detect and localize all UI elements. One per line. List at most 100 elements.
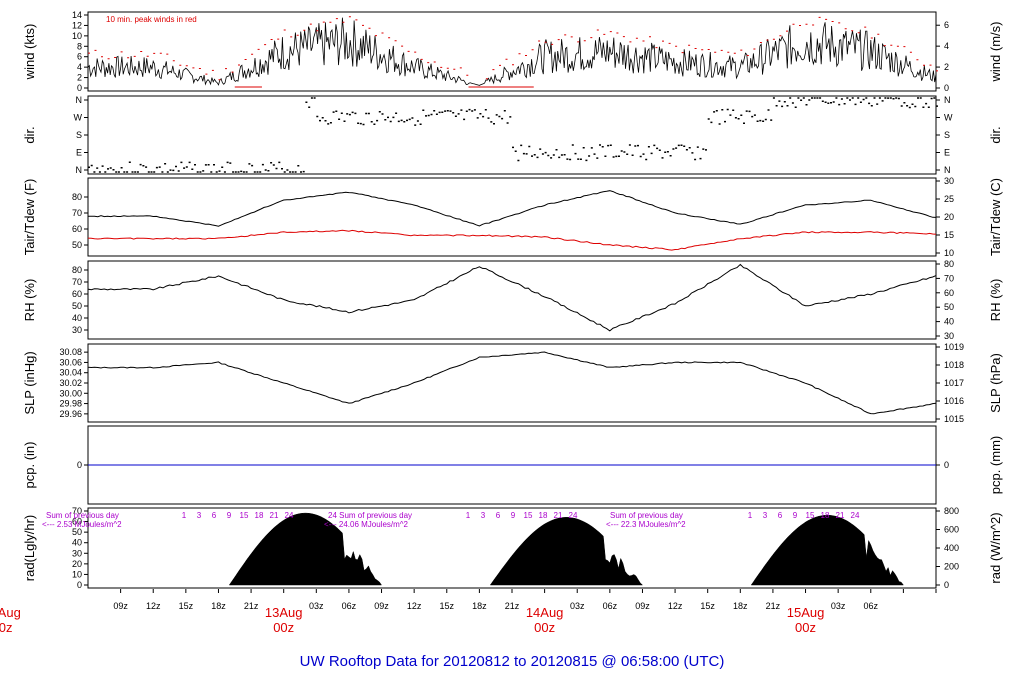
y-tick-label-left: 0 [77, 460, 82, 470]
y-axis-label-left: Tair/Tdew (F) [22, 179, 37, 256]
y-tick-label-right: 2 [944, 62, 949, 72]
y-axis-label-right: pcp. (mm) [988, 436, 1003, 495]
y-tick-label-right: W [944, 113, 953, 123]
rad-hour-label: 21 [836, 511, 845, 520]
y-axis-label-right: wind (m/s) [988, 22, 1003, 83]
y-tick-label-left: 80 [72, 192, 82, 202]
rad-hour-label: 15 [524, 511, 533, 520]
x-tick-label: 15z [179, 601, 194, 611]
y-tick-label-right: 600 [944, 525, 959, 535]
rad-hour-label: 3 [763, 511, 768, 520]
panel-temp: Tair/Tdew (F) Tair/Tdew (C) 50 60 70 80 10 15 20… [22, 176, 1003, 258]
dir-points [88, 97, 938, 173]
y-tick-label-right: 1016 [944, 396, 964, 406]
y-tick-label-left: S [76, 130, 82, 140]
x-date-label: 13Aug [265, 605, 303, 620]
rad-hour-label: 18 [539, 511, 548, 520]
y-tick-label-left: N [76, 165, 83, 175]
x-tick-label: 21z [244, 601, 259, 611]
y-tick-label-left: 60 [72, 517, 82, 527]
x-tick-label: 21z [505, 601, 520, 611]
panel-frame [87, 177, 937, 257]
y-tick-label-right: 40 [944, 317, 954, 327]
y-axis-label-right: rad (W/m^2) [988, 512, 1003, 583]
y-axis-label-right: dir. [988, 126, 1003, 143]
y-axis-label-left: RH (%) [22, 279, 37, 322]
y-axis-label-left: dir. [22, 126, 37, 143]
rad-note-value: <--- 24.06 MJoules/m^2 [324, 520, 409, 529]
x-tick-label: 15z [700, 601, 715, 611]
x-tick-label: 18z [733, 601, 748, 611]
rad-hour-label: 9 [511, 511, 516, 520]
y-tick-label-left: 70 [72, 506, 82, 516]
x-date-label: 14Aug [526, 605, 564, 620]
rad-hour-label: 18 [821, 511, 830, 520]
y-tick-label-left: 8 [77, 41, 82, 51]
y-tick-label-right: N [944, 95, 951, 105]
x-tick-label: 09z [635, 601, 650, 611]
y-tick-label-right: 25 [944, 194, 954, 204]
rad-area-day [750, 514, 904, 586]
rad-hour-label: 6 [496, 511, 501, 520]
y-tick-label-left: 2 [77, 73, 82, 83]
x-tick-label: 18z [211, 601, 226, 611]
panel-slp: SLP (inHg) SLP (hPa)29.9629.9830.0030.023… [22, 342, 1003, 424]
y-tick-label-right: 30 [944, 331, 954, 341]
y-tick-label-left: 30.08 [59, 347, 82, 357]
rad-hour-label: 9 [793, 511, 798, 520]
y-tick-label-right: 200 [944, 562, 959, 572]
rad-note-title: Sum of previous day [46, 511, 119, 520]
y-axis-label-left: wind (kts) [22, 24, 37, 81]
rh-series-line [87, 263, 937, 332]
y-tick-label-left: 29.98 [59, 399, 82, 409]
y-tick-label-left: 50 [72, 301, 82, 311]
wind-peak-marks [88, 16, 938, 81]
x-date-hour-label: 00z [534, 620, 555, 635]
y-tick-label-left: 60 [72, 289, 82, 299]
y-tick-label-left: 70 [72, 208, 82, 218]
rad-hour-label: 1 [182, 511, 187, 520]
x-date-hour-label: 00z [273, 620, 294, 635]
y-axis-label-right: SLP (hPa) [988, 353, 1003, 413]
x-date-hour-label: 00z [795, 620, 816, 635]
x-tick-label: 09z [113, 601, 128, 611]
y-tick-label-right: 800 [944, 506, 959, 516]
y-tick-label-left: E [76, 148, 82, 158]
y-tick-label-right: 1017 [944, 378, 964, 388]
y-tick-label-right: 6 [944, 20, 949, 30]
rad-hour-label: 15 [240, 511, 249, 520]
x-tick-label: 12z [407, 601, 422, 611]
y-tick-label-right: 0 [944, 460, 949, 470]
y-tick-label-left: 30.04 [59, 368, 82, 378]
x-date-label: 12Aug [0, 605, 21, 620]
panel-rad: rad(Lgly/hr) rad (W/m^2)01020304050607002… [22, 506, 1003, 590]
figure-title: UW Rooftop Data for 20120812 to 20120815… [300, 653, 725, 670]
y-tick-label-right: 4 [944, 41, 949, 51]
rad-note-value: <--- 22.3 MJoules/m^2 [606, 520, 686, 529]
y-tick-label-left: 20 [72, 559, 82, 569]
y-tick-label-right: 1015 [944, 414, 964, 424]
y-axis-label-right: RH (%) [988, 279, 1003, 322]
y-tick-label-left: N [76, 95, 83, 105]
y-tick-label-left: 60 [72, 224, 82, 234]
y-axis-label-right: Tair/Tdew (C) [988, 178, 1003, 256]
x-tick-label: 03z [831, 601, 846, 611]
y-tick-label-left: 30.00 [59, 388, 82, 398]
x-tick-label: 09z [374, 601, 389, 611]
x-date-hour-label: 00z [0, 620, 12, 635]
y-tick-label-right: 1018 [944, 360, 964, 370]
y-tick-label-left: 40 [72, 313, 82, 323]
y-tick-label-right: N [944, 165, 951, 175]
y-tick-label-left: 40 [72, 538, 82, 548]
x-tick-label: 12z [146, 601, 161, 611]
y-tick-label-left: 0 [77, 580, 82, 590]
x-tick-label: 21z [766, 601, 781, 611]
y-tick-label-left: 6 [77, 52, 82, 62]
rad-note-title: 24 Sum of previous day [328, 511, 412, 520]
rad-hour-label: 24 [285, 511, 294, 520]
x-date-label: 15Aug [787, 605, 825, 620]
y-tick-label-left: 70 [72, 277, 82, 287]
